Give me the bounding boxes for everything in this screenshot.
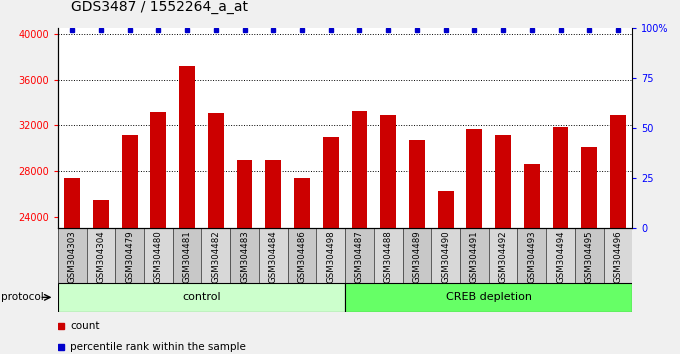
- Text: GSM304484: GSM304484: [269, 230, 277, 283]
- Bar: [150, 112, 166, 354]
- Text: count: count: [71, 321, 100, 331]
- Bar: [201, 228, 231, 283]
- Bar: [65, 178, 80, 354]
- Text: GSM304494: GSM304494: [556, 230, 565, 282]
- Text: GSM304483: GSM304483: [240, 230, 249, 283]
- Bar: [546, 228, 575, 283]
- Text: percentile rank within the sample: percentile rank within the sample: [71, 342, 246, 352]
- Bar: [58, 228, 86, 283]
- Text: CREB depletion: CREB depletion: [446, 292, 532, 302]
- Bar: [466, 129, 482, 354]
- Text: GSM304480: GSM304480: [154, 230, 163, 283]
- Bar: [524, 164, 540, 354]
- Bar: [352, 110, 367, 354]
- Bar: [180, 66, 195, 354]
- Text: GSM304489: GSM304489: [413, 230, 422, 282]
- Bar: [409, 140, 425, 354]
- Bar: [431, 228, 460, 283]
- Bar: [575, 228, 604, 283]
- Bar: [374, 228, 403, 283]
- Text: GSM304495: GSM304495: [585, 230, 594, 282]
- Bar: [173, 228, 201, 283]
- Text: GSM304479: GSM304479: [125, 230, 134, 282]
- Bar: [489, 228, 517, 283]
- Bar: [345, 283, 632, 312]
- Text: GSM304487: GSM304487: [355, 230, 364, 283]
- Bar: [86, 228, 116, 283]
- Text: control: control: [182, 292, 221, 302]
- Bar: [144, 228, 173, 283]
- Text: GSM304481: GSM304481: [183, 230, 192, 283]
- Bar: [604, 228, 632, 283]
- Text: GSM304496: GSM304496: [613, 230, 622, 282]
- Text: protocol: protocol: [1, 292, 44, 302]
- Bar: [294, 178, 310, 354]
- Bar: [93, 200, 109, 354]
- Bar: [323, 137, 339, 354]
- Text: GSM304488: GSM304488: [384, 230, 392, 283]
- Bar: [380, 115, 396, 354]
- Bar: [581, 147, 597, 354]
- Bar: [316, 228, 345, 283]
- Bar: [259, 228, 288, 283]
- Bar: [116, 228, 144, 283]
- Bar: [517, 228, 546, 283]
- Bar: [208, 113, 224, 354]
- Bar: [237, 160, 252, 354]
- Bar: [438, 190, 454, 354]
- Text: GSM304304: GSM304304: [97, 230, 105, 283]
- Bar: [403, 228, 431, 283]
- Bar: [265, 160, 281, 354]
- Text: GDS3487 / 1552264_a_at: GDS3487 / 1552264_a_at: [71, 0, 248, 14]
- Text: GSM304303: GSM304303: [68, 230, 77, 283]
- Text: GSM304493: GSM304493: [528, 230, 537, 282]
- Bar: [230, 228, 259, 283]
- Bar: [460, 228, 489, 283]
- Bar: [610, 115, 626, 354]
- Text: GSM304492: GSM304492: [498, 230, 507, 282]
- Text: GSM304491: GSM304491: [470, 230, 479, 282]
- Bar: [495, 135, 511, 354]
- Bar: [345, 228, 374, 283]
- Text: GSM304482: GSM304482: [211, 230, 220, 283]
- Bar: [553, 127, 568, 354]
- Text: GSM304486: GSM304486: [298, 230, 307, 283]
- Text: GSM304490: GSM304490: [441, 230, 450, 282]
- Bar: [122, 135, 137, 354]
- Bar: [288, 228, 316, 283]
- Bar: [58, 283, 345, 312]
- Text: GSM304498: GSM304498: [326, 230, 335, 282]
